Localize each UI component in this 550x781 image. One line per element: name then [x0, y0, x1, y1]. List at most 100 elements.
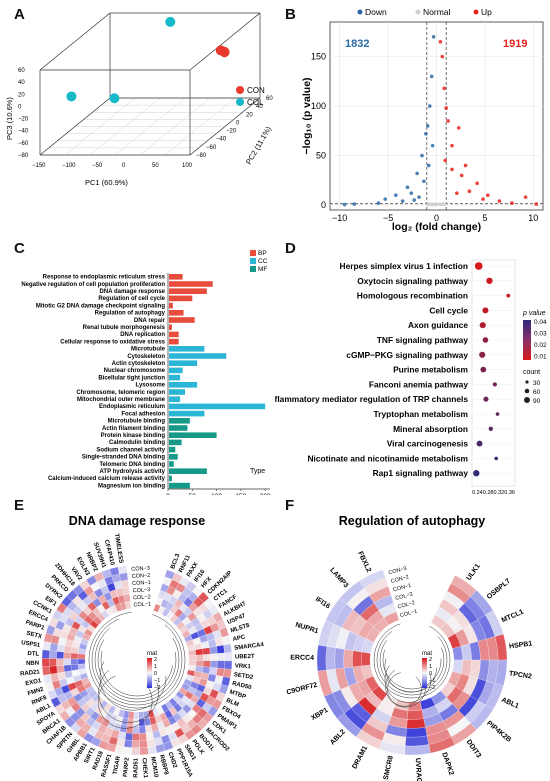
legend-tick: −1: [429, 678, 435, 684]
kegg-dot-plot: Herpes simplex virus 1 infection Oxytocin…: [275, 259, 547, 495]
volcano-point-down: [417, 195, 421, 199]
heatmap-cell: [195, 648, 204, 656]
pathway-label: Inflammatory mediator regulation of TRP …: [275, 394, 468, 404]
x-tick-label: −150: [32, 163, 46, 169]
dendrogram-branch: [385, 670, 426, 708]
volcano-point-down: [422, 179, 426, 184]
volcano-point-up: [443, 158, 448, 163]
heatmap-cell: [195, 654, 204, 661]
y-tick-label: −40: [216, 137, 227, 143]
dendrogram-branch: [384, 658, 438, 693]
z-tick-label: −20: [18, 117, 29, 123]
heatmap-cell: [42, 666, 51, 676]
normal-point: [427, 203, 430, 207]
heatmap-cell: [43, 674, 53, 684]
heatmap-cell: [123, 739, 133, 748]
category-label: Protein kinase binding: [101, 433, 166, 439]
gene-label: TIGAR: [113, 755, 123, 775]
cube-edge: [189, 12, 261, 71]
bar-bp: [169, 295, 193, 302]
dendrogram-branch: [373, 623, 451, 699]
y-axis-title: PC2 (11.1%): [244, 124, 273, 166]
gene-label: PARP2: [123, 757, 131, 778]
pathway-dot: [482, 337, 489, 343]
bar-bp: [169, 288, 207, 294]
legend-tick: −1: [154, 678, 160, 684]
heatmap-cell: [124, 732, 133, 741]
volcano-point-up: [463, 163, 468, 168]
legend-label: Normal: [423, 7, 451, 17]
heatmap-cell: [41, 658, 50, 667]
heatmap-cell: [188, 655, 197, 661]
heatmap-cell: [70, 664, 79, 671]
legend-tick: 2: [429, 657, 432, 663]
legend-label: Up: [481, 7, 492, 17]
x-axis-title: PC1 (60.9%): [85, 178, 128, 187]
gene-label: CHEK1: [140, 758, 148, 779]
x-axis-title: log₂ (fold change): [392, 221, 481, 233]
pathway-dot: [473, 470, 480, 477]
pathway-dot: [492, 382, 497, 387]
category-label: Calcium-induced calcium release activity: [48, 476, 166, 482]
legend-label: CC: [258, 258, 268, 265]
legend-gradient: [422, 658, 427, 688]
bar-bp: [169, 302, 173, 309]
size-legend-tick: 90: [533, 398, 541, 405]
legend-label: Down: [365, 7, 387, 17]
pathway-dot: [479, 351, 486, 358]
legend-tick: −2: [429, 685, 435, 691]
panel-label-f: F: [285, 497, 295, 514]
volcano-point-up: [450, 143, 454, 148]
category-label: Endoplasmic reticulum: [99, 404, 165, 410]
volcano-point-up: [438, 39, 443, 44]
x-tick-label: 100: [211, 493, 222, 495]
category-label: Magnesium ion binding: [98, 483, 165, 489]
legend-title: mat: [422, 651, 432, 657]
legend-label: BP: [258, 250, 267, 257]
category-label: Nuclear chromosome: [104, 368, 166, 374]
gene-label: TIMELESS: [113, 533, 124, 564]
legend-swatch: [250, 250, 256, 256]
bar-mf: [169, 461, 174, 467]
pathway-label: Axon guidance: [408, 320, 468, 330]
gene-label: FMN2: [27, 687, 45, 698]
gene-label: RNF8: [31, 695, 48, 707]
z-tick-label: 0: [18, 104, 22, 110]
category-label: Mitochondrial outer membrane: [77, 397, 166, 403]
sample-label: CON−1: [132, 580, 151, 587]
legend-swatch: [250, 258, 256, 264]
y-tick-label: 100: [311, 101, 326, 111]
pca-3d-chart: CON COL −150 −100 −50 0 50 100 PC1 (60.9%) −80 −6…: [5, 12, 273, 187]
volcano-point-up: [523, 195, 528, 199]
dendrogram-branch: [94, 628, 180, 703]
cube-edge: [39, 97, 111, 156]
bar-mf: [169, 439, 182, 446]
volcano-point-down: [400, 199, 405, 203]
volcano-point-down: [405, 185, 410, 190]
heatmap-cell: [70, 652, 79, 660]
x-tick-label: 0: [122, 163, 126, 169]
dendrogram-branch: [97, 675, 153, 729]
gene-label: UBE2T: [235, 654, 255, 661]
y-tick-label: 20: [246, 112, 253, 118]
pathway-dot: [495, 412, 500, 416]
category-label: Regulation of autophagy: [95, 311, 166, 317]
heatmap-cell: [49, 642, 59, 652]
gene-label: UVRAG: [414, 758, 422, 781]
sample-label: CON−3: [388, 566, 407, 577]
heatmap-cell: [49, 665, 58, 675]
heatmap-cell: [56, 651, 65, 659]
heatmap-cell: [77, 653, 86, 660]
pathway-label: Herpes simplex virus 1 infection: [340, 261, 468, 271]
volcano-point-up: [450, 167, 454, 172]
heatmap-cell: [223, 668, 232, 679]
heatmap-cell: [325, 646, 336, 671]
heatmap-cell: [145, 731, 154, 741]
category-label: Microtubule binding: [108, 419, 166, 425]
heatmap-cell: [359, 569, 386, 589]
legend-tick: 0: [154, 671, 157, 677]
legend-title: mat: [147, 651, 157, 657]
category-label: Actin cytoskeleton: [112, 361, 166, 367]
volcano-point-up: [455, 191, 459, 195]
volcano-point-down: [383, 197, 387, 201]
